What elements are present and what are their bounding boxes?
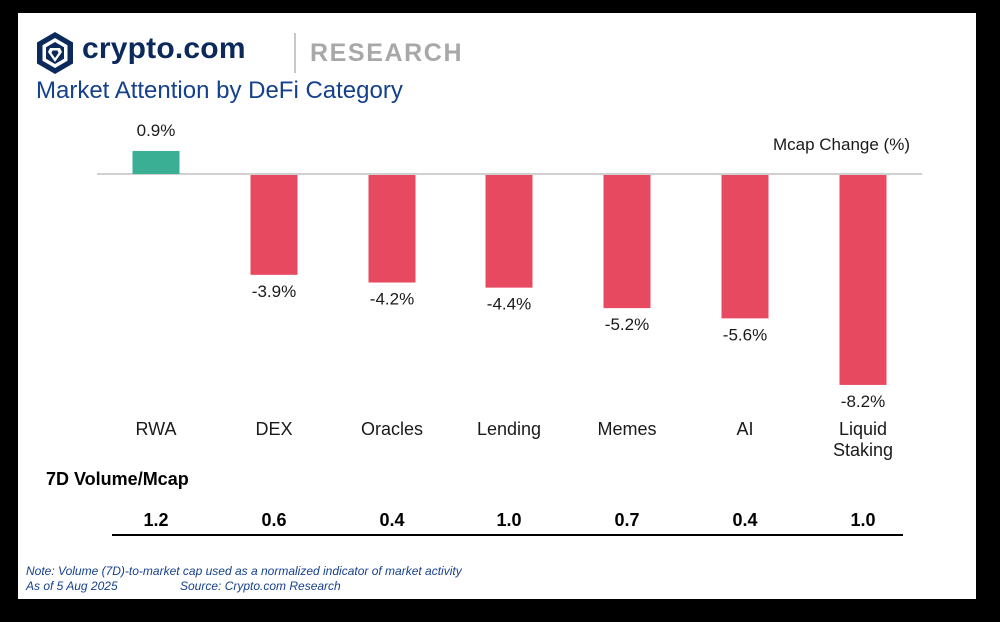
bar-chart: Mcap Change (%) 0.9% -3.9% -4.2% -4.4% -5.2%… (97, 121, 922, 536)
value-label: -8.2% (841, 392, 885, 411)
chart-title: Market Attention by DeFi Category (36, 77, 403, 104)
bar-oracles (368, 175, 416, 283)
brand-divider (294, 33, 296, 73)
volume-mcap-values-group: 1.2 0.6 0.4 1.0 0.7 0.4 1.0 (143, 510, 875, 530)
value-label: -4.4% (487, 295, 531, 314)
source-note: Source: Crypto.com Research (180, 579, 341, 593)
category-label: Memes (597, 419, 656, 439)
brand-division: RESEARCH (310, 39, 464, 67)
crypto-com-logo-icon (37, 32, 73, 74)
category-label: RWA (135, 419, 176, 439)
bar-dex (250, 175, 298, 275)
category-label: Lending (477, 419, 541, 439)
bars-group (132, 150, 887, 385)
brand-name: crypto.com (82, 32, 246, 65)
value-label: -5.2% (605, 315, 649, 334)
category-label: AI (736, 419, 753, 439)
value-labels-group: 0.9% -3.9% -4.2% -4.4% -5.2% -5.6% -8.2% (137, 121, 886, 411)
volume-mcap-value: 0.6 (261, 510, 286, 530)
as-of-date: As of 5 Aug 2025 (26, 579, 118, 593)
category-label: Liquid Staking (833, 419, 893, 460)
value-label: -5.6% (723, 325, 767, 344)
category-label: DEX (255, 419, 292, 439)
bar-liquid-staking (839, 175, 887, 385)
volume-mcap-value: 0.7 (614, 510, 639, 530)
bar-ai (721, 175, 769, 319)
volume-mcap-label: 7D Volume/Mcap (46, 469, 189, 489)
bar-memes (603, 175, 651, 309)
volume-mcap-value: 1.0 (850, 510, 875, 530)
category-label: Oracles (361, 419, 423, 439)
volume-mcap-value: 0.4 (379, 510, 404, 530)
bar-lending (485, 175, 533, 288)
volume-mcap-value: 0.4 (732, 510, 757, 530)
footnote: Note: Volume (7D)-to-market cap used as … (26, 564, 462, 578)
bar-rwa (132, 150, 180, 174)
chart-card: crypto.com RESEARCH Market Attention by … (18, 13, 976, 599)
y-axis-label: Mcap Change (%) (773, 135, 910, 154)
category-labels-group: RWA DEX Oracles Lending Memes AI Liquid Staking (135, 419, 893, 460)
value-label: -4.2% (370, 290, 414, 309)
volume-mcap-value: 1.0 (496, 510, 521, 530)
value-label: -3.9% (252, 282, 296, 301)
value-label: 0.9% (137, 121, 176, 140)
volume-mcap-value: 1.2 (143, 510, 168, 530)
